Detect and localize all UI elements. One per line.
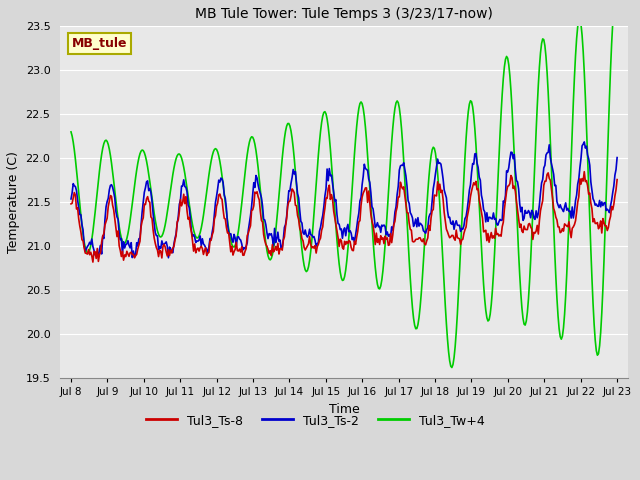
X-axis label: Time: Time <box>329 403 360 416</box>
Legend: Tul3_Ts-8, Tul3_Ts-2, Tul3_Tw+4: Tul3_Ts-8, Tul3_Ts-2, Tul3_Tw+4 <box>141 408 490 432</box>
Y-axis label: Temperature (C): Temperature (C) <box>7 151 20 253</box>
Text: MB_tule: MB_tule <box>72 37 127 50</box>
Title: MB Tule Tower: Tule Temps 3 (3/23/17-now): MB Tule Tower: Tule Temps 3 (3/23/17-now… <box>195 7 493 21</box>
